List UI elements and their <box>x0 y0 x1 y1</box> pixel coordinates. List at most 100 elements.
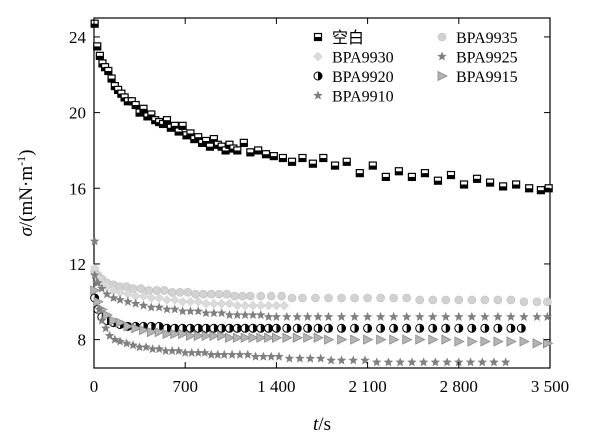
legend-item: BPA9910 <box>313 89 394 106</box>
data-point <box>238 291 247 301</box>
data-point <box>323 311 334 321</box>
data-point <box>336 355 347 365</box>
data-point <box>525 184 534 193</box>
data-point <box>295 353 305 363</box>
data-point <box>258 351 269 361</box>
data-point <box>271 300 282 311</box>
data-point <box>93 296 104 307</box>
data-point <box>175 288 185 297</box>
y-axis-unit-close: ) <box>16 150 37 156</box>
data-point <box>402 293 411 303</box>
data-point <box>209 330 220 341</box>
data-point <box>480 336 491 347</box>
data-point <box>493 295 503 305</box>
data-point <box>261 150 271 159</box>
x-tick-label: 2 800 <box>440 377 478 396</box>
data-point <box>363 334 374 345</box>
data-point <box>415 323 425 333</box>
data-point <box>240 332 252 343</box>
data-point <box>311 293 320 303</box>
legend-label: BPA9935 <box>456 30 518 47</box>
legend-label: BPA9930 <box>332 50 394 67</box>
data-point <box>222 289 232 299</box>
data-point <box>201 323 211 333</box>
x-tick-label: 3 500 <box>531 377 569 396</box>
data-point <box>178 121 187 130</box>
data-point <box>324 323 334 333</box>
data-point <box>395 357 405 367</box>
data-point <box>201 330 212 341</box>
data-point <box>242 349 253 359</box>
data-point <box>256 323 266 333</box>
data-point <box>266 291 276 301</box>
data-point <box>170 304 180 314</box>
data-point <box>337 323 347 333</box>
data-point <box>185 323 195 333</box>
data-point <box>454 295 464 305</box>
data-point <box>152 286 161 295</box>
data-point <box>542 338 554 349</box>
data-point <box>217 323 227 333</box>
data-point <box>256 332 267 343</box>
data-point <box>302 311 313 321</box>
legend-label: BPA9910 <box>332 89 394 106</box>
data-point <box>193 306 203 316</box>
data-point <box>506 311 516 321</box>
data-point <box>100 323 111 333</box>
data-point <box>248 332 259 343</box>
data-point <box>298 293 307 303</box>
data-point <box>209 323 219 333</box>
data-point <box>130 298 141 308</box>
data-point <box>102 289 112 299</box>
data-point <box>279 300 290 311</box>
data-point <box>442 357 452 367</box>
data-point <box>131 100 140 110</box>
data-point <box>415 334 426 345</box>
data-point <box>107 74 116 83</box>
data-point <box>104 330 115 340</box>
data-point <box>123 321 134 332</box>
data-point <box>315 353 326 363</box>
data-point <box>271 311 282 321</box>
y-axis-variable: σ <box>16 226 37 236</box>
legend-marker <box>313 90 323 100</box>
data-point <box>428 323 438 333</box>
data-point <box>519 297 529 307</box>
data-point <box>217 330 228 341</box>
data-point <box>313 311 323 321</box>
data-point <box>90 19 99 28</box>
data-point <box>363 293 372 303</box>
data-point <box>89 236 100 246</box>
data-point <box>266 351 276 361</box>
data-point <box>134 342 145 352</box>
data-point <box>284 353 295 363</box>
data-point <box>95 51 104 60</box>
data-point <box>121 338 132 348</box>
data-point <box>454 311 464 321</box>
data-point <box>139 325 150 336</box>
data-point <box>162 116 172 125</box>
data-point <box>282 323 292 333</box>
data-point <box>246 291 255 301</box>
data-point <box>224 310 235 320</box>
data-point <box>246 148 255 157</box>
data-point <box>173 345 184 356</box>
legend-marker <box>437 70 448 82</box>
data-point <box>224 298 235 309</box>
data-point <box>199 347 210 357</box>
legend-item: BPA9925 <box>437 50 518 67</box>
data-point <box>91 277 102 287</box>
data-point <box>472 174 482 183</box>
y-tick-label: 20 <box>69 104 86 123</box>
data-point <box>532 338 543 349</box>
data-point <box>418 357 429 367</box>
data-point <box>420 169 430 178</box>
data-point <box>375 311 386 321</box>
data-point <box>493 336 504 347</box>
data-point <box>441 295 451 305</box>
legend-label: BPA9925 <box>456 50 518 67</box>
data-point <box>90 285 101 296</box>
data-point <box>305 353 316 363</box>
data-point <box>240 323 250 333</box>
